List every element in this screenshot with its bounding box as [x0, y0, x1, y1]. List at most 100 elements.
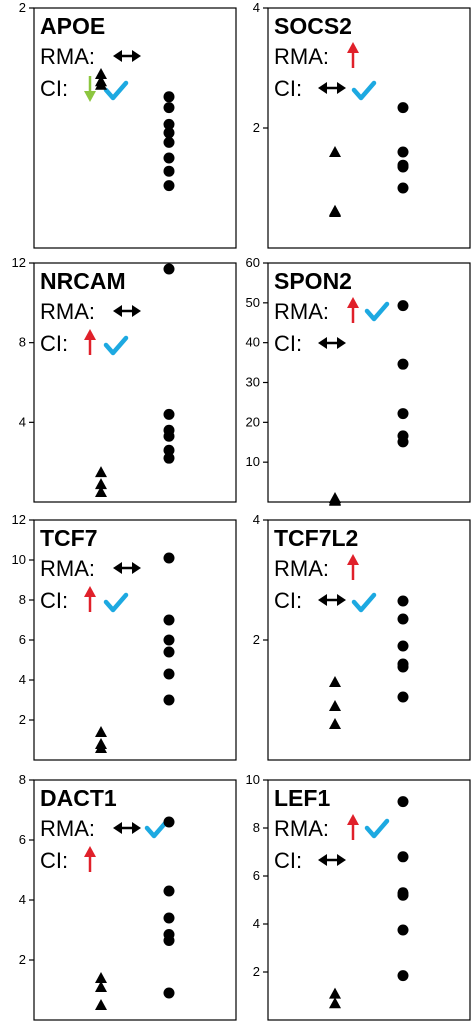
circle-point: [163, 91, 175, 103]
circle-point: [163, 180, 175, 192]
plot-frame: [267, 779, 471, 1021]
ci-label: CI:: [40, 76, 68, 101]
circle-point: [163, 263, 175, 275]
triangle-point: [95, 68, 107, 79]
y-tick-label: 30: [246, 375, 260, 390]
y-tick-label: 4: [19, 892, 26, 907]
up-arrow-icon: [84, 329, 96, 355]
ci-label: CI:: [274, 848, 302, 873]
circle-point: [163, 668, 175, 680]
triangle-point: [329, 146, 341, 157]
circle-point: [163, 646, 175, 658]
circle-point: [397, 146, 409, 158]
panel-nrcam: 4 8 12 NRCAM RMA: CI:: [12, 255, 237, 503]
circle-point: [163, 816, 175, 828]
ci-label: CI:: [40, 331, 68, 356]
up-arrow-icon: [347, 297, 359, 323]
panel-apoe: 2 APOE RMA: CI:: [19, 0, 237, 249]
circle-point: [163, 127, 175, 139]
y-tick-label: 4: [19, 414, 26, 429]
rma-label: RMA:: [40, 299, 95, 324]
up-arrow-icon: [347, 42, 359, 68]
circle-point: [397, 851, 409, 863]
y-tick-label: 6: [253, 868, 260, 883]
rma-label: RMA:: [274, 299, 329, 324]
check-icon: [103, 592, 129, 613]
y-tick-label: 8: [19, 772, 26, 787]
circle-point: [163, 118, 175, 130]
ci-label: CI:: [274, 331, 302, 356]
triangle-point: [95, 742, 107, 753]
check-icon: [103, 80, 129, 101]
y-tick-label: 4: [19, 672, 26, 687]
circle-point: [163, 136, 175, 148]
check-icon: [351, 80, 377, 101]
y-tick-label: 2: [253, 964, 260, 979]
both-arrow-icon: [113, 822, 141, 834]
check-icon: [364, 301, 390, 322]
gene-name: TCF7: [40, 525, 98, 551]
ci-label: CI:: [274, 76, 302, 101]
circle-point: [397, 182, 409, 194]
circle-point: [163, 694, 175, 706]
ci-label: CI:: [40, 848, 68, 873]
circle-point: [163, 552, 175, 564]
circle-point: [397, 889, 409, 901]
y-tick-label: 2: [19, 712, 26, 727]
panel-dact1: 2 4 6 8 DACT1 RMA: CI:: [19, 772, 237, 1021]
rma-label: RMA:: [274, 44, 329, 69]
triangle-point: [95, 999, 107, 1010]
circle-point: [397, 102, 409, 114]
up-arrow-icon: [347, 554, 359, 580]
triangle-point: [329, 700, 341, 711]
plot-frame: [33, 262, 237, 503]
ci-label: CI:: [274, 588, 302, 613]
y-tick-label: 4: [253, 916, 260, 931]
triangle-point: [329, 987, 341, 999]
rma-label: RMA:: [274, 556, 329, 581]
up-arrow-icon: [84, 586, 96, 612]
triangle-point: [95, 726, 107, 737]
both-arrow-icon: [318, 337, 346, 349]
circle-point: [163, 165, 175, 177]
triangle-point: [95, 972, 107, 983]
triangle-point: [95, 478, 107, 490]
panel-socs2: 2 4 SOCS2 RMA: CI:: [253, 0, 471, 249]
triangle-point: [95, 466, 107, 478]
circle-point: [163, 614, 175, 626]
triangle-point: [329, 718, 341, 729]
y-tick-label: 8: [19, 335, 26, 350]
triangle-point: [329, 206, 341, 217]
y-tick-label: 2: [19, 0, 26, 15]
both-arrow-icon: [113, 50, 141, 62]
circle-point: [397, 970, 409, 982]
panel-tcf7: 2 4 6 8 10 12 TCF7 RMA: CI:: [12, 512, 237, 761]
check-icon: [103, 335, 129, 356]
y-tick-label: 2: [253, 120, 260, 135]
panel-spon2: 10 20 30 40 50 60 SPON2 RMA: CI:: [246, 255, 471, 506]
circle-point: [397, 613, 409, 625]
rma-label: RMA:: [40, 816, 95, 841]
circle-point: [397, 640, 409, 652]
circle-point: [163, 935, 175, 946]
circle-point: [163, 102, 175, 114]
down-arrow-icon: [84, 76, 96, 102]
plot-frame: [33, 7, 237, 249]
ci-label: CI:: [40, 588, 68, 613]
check-icon: [364, 818, 390, 839]
rma-label: RMA:: [274, 816, 329, 841]
circle-point: [397, 358, 409, 370]
gene-name: DACT1: [40, 785, 117, 811]
circle-point: [397, 796, 409, 808]
rma-label: RMA:: [40, 556, 95, 581]
y-tick-label: 2: [253, 632, 260, 647]
panel-tcf7l2: 2 4 TCF7L2 RMA: CI:: [253, 512, 471, 761]
circle-point: [163, 912, 175, 924]
circle-point: [397, 436, 409, 448]
both-arrow-icon: [318, 82, 346, 94]
y-tick-label: 60: [246, 255, 260, 270]
up-arrow-icon: [347, 814, 359, 840]
y-tick-label: 8: [19, 592, 26, 607]
circle-point: [163, 152, 175, 164]
circle-point: [163, 444, 175, 456]
